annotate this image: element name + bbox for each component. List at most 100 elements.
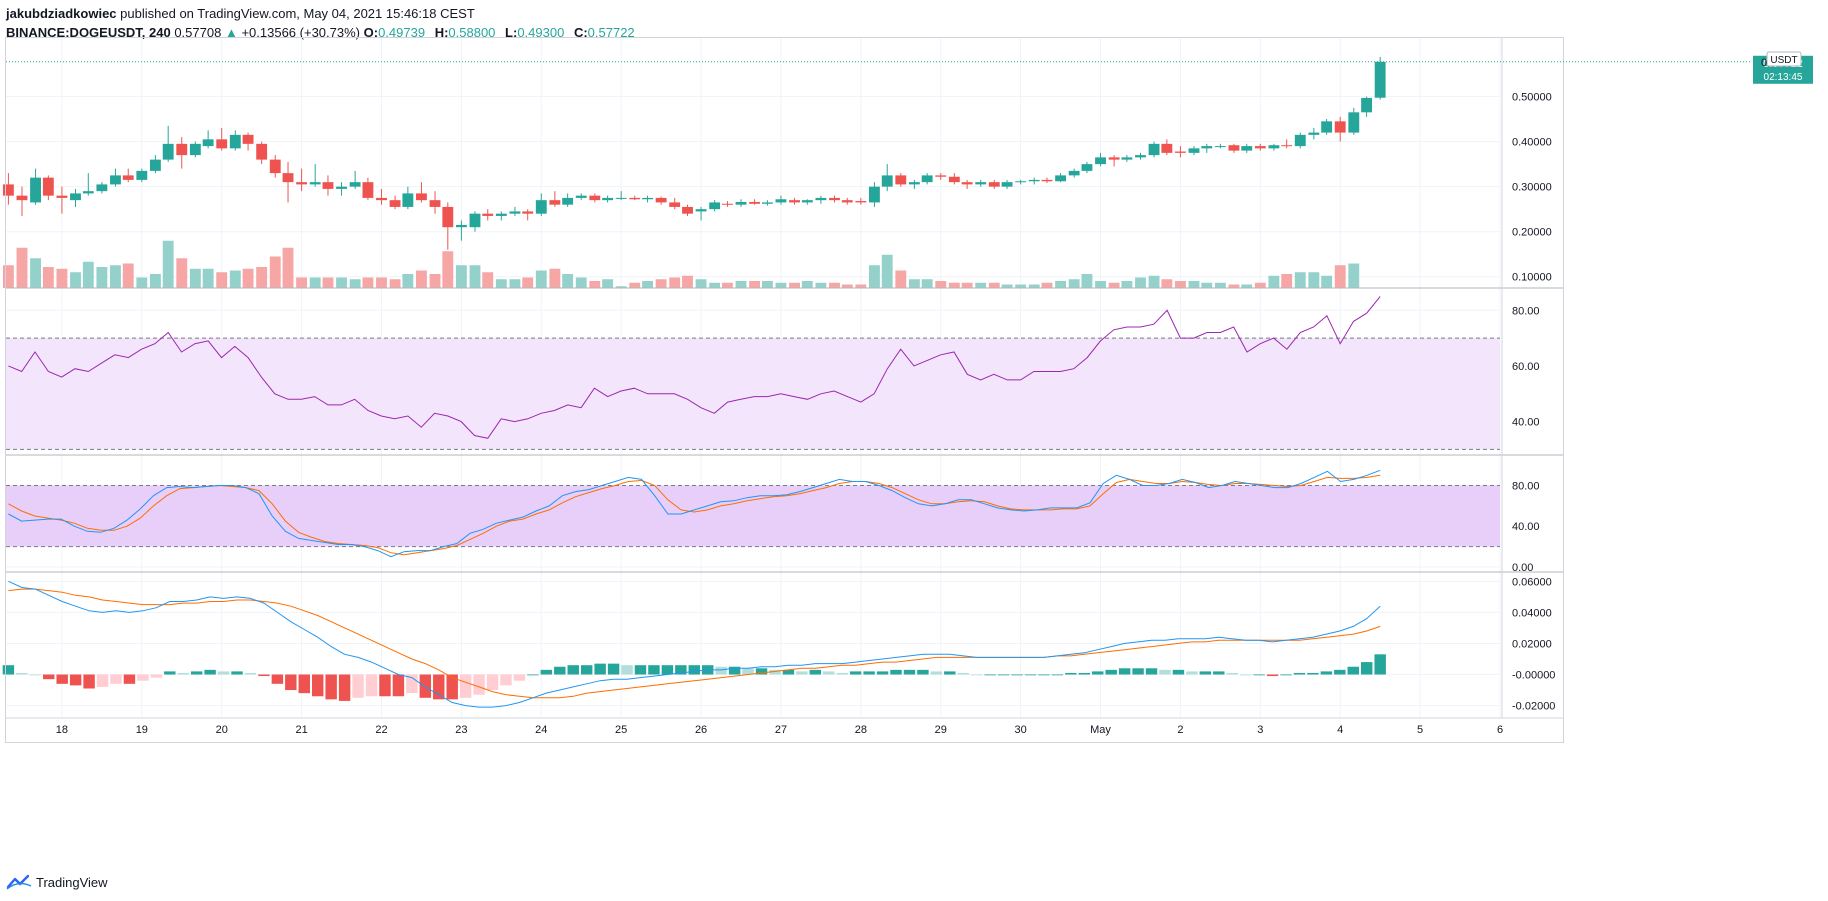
macd-histogram-bar [56, 674, 68, 684]
volume-bar [1108, 282, 1120, 288]
candle-body [1081, 164, 1093, 171]
macd-histogram-bar [96, 674, 109, 687]
y-tick-label: 0.02000 [1512, 638, 1552, 650]
macd-histogram-bar [1307, 672, 1319, 675]
candle-body [988, 182, 1000, 187]
candle-body [682, 206, 693, 214]
macd-histogram-bar [406, 674, 418, 694]
macd-histogram-bar [433, 674, 445, 700]
macd-histogram-bar [123, 674, 136, 684]
volume-bars [2, 240, 1360, 288]
author-name[interactable]: jakubdziadkowiec [6, 6, 117, 21]
candle-body [629, 197, 641, 200]
macd-histogram-bar [984, 674, 996, 676]
candle-body [522, 211, 534, 214]
macd-histogram-bar [69, 674, 82, 686]
macd-histogram-bar [796, 671, 808, 675]
macd-histogram-bar [285, 674, 297, 691]
price-axis-top-label: 0 [1761, 57, 1767, 69]
volume-bar [709, 282, 721, 288]
macd-pane[interactable] [2, 580, 1386, 708]
candle-body [469, 213, 481, 228]
candle-body [1201, 146, 1213, 149]
macd-histogram-bar [392, 674, 405, 697]
volume-bar [336, 277, 347, 288]
macd-histogram-bar [944, 671, 956, 675]
macd-histogram-bar [1078, 672, 1091, 675]
volume-bar [801, 281, 813, 288]
candle-body [362, 182, 374, 198]
volume-bar [935, 281, 947, 288]
candle-body [322, 182, 334, 189]
volume-bar [642, 281, 653, 288]
volume-bar [1148, 275, 1160, 288]
y-tick-label: 40.00 [1512, 417, 1540, 429]
volume-bar [1348, 263, 1360, 288]
candle-body [110, 175, 121, 185]
ohlc-close-key: C: [573, 25, 588, 40]
candle-body [1001, 182, 1013, 187]
symbol-label[interactable]: BINANCE:DOGEUSDT, 240 [6, 25, 171, 40]
macd-histogram-bar [1145, 668, 1158, 675]
volume-bar [56, 268, 68, 288]
volume-bar [722, 282, 733, 288]
candle-body [56, 195, 68, 198]
macd-histogram-bar [863, 671, 875, 675]
macd-histogram-bar [1226, 672, 1238, 675]
price-change: +0.13566 (+30.73%) [241, 25, 360, 40]
volume-bar [1201, 282, 1213, 288]
volume-bar [1334, 265, 1346, 288]
candle-body [1108, 157, 1120, 160]
macd-histogram-bar [1293, 672, 1306, 675]
macd-histogram-bar [688, 665, 700, 675]
volume-bar [242, 268, 254, 288]
y-tick-label: 0.50000 [1512, 92, 1552, 104]
macd-histogram-bar [459, 674, 472, 698]
candle-body [895, 175, 907, 185]
rsi-pane[interactable] [8, 296, 1381, 439]
macd-histogram-bar [1186, 671, 1198, 675]
volume-bar [549, 268, 561, 288]
macd-histogram-bar [446, 674, 458, 700]
volume-bar [322, 277, 334, 288]
macd-histogram-bar [16, 672, 28, 675]
candle-body [841, 200, 853, 203]
macd-histogram-bar [1118, 668, 1131, 675]
volume-bar [961, 282, 973, 288]
volume-bar [70, 272, 81, 288]
candle-body [829, 197, 840, 201]
ohlc-low-key: L: [505, 25, 518, 40]
volume-bar [1121, 281, 1133, 288]
volume-bar [535, 270, 547, 288]
candle-body [669, 202, 681, 207]
macd-histogram-bar [338, 674, 351, 701]
candlesticks[interactable] [2, 56, 1386, 250]
macd-histogram-bar [890, 669, 902, 675]
macd-histogram-bar [1038, 674, 1050, 676]
candle-body [1361, 97, 1373, 113]
macd-histogram-bar [1347, 666, 1359, 675]
candle-body [575, 195, 587, 198]
volume-bar [669, 277, 681, 288]
candle-body [16, 195, 28, 201]
candle-body [149, 159, 161, 171]
candle-body [1121, 157, 1133, 160]
stoch-rsi-pane[interactable] [8, 469, 1381, 558]
y-tick-label: 0.06000 [1512, 576, 1552, 588]
candle-body [975, 182, 987, 185]
x-tick-label: 20 [216, 724, 228, 736]
candle-body [775, 199, 787, 203]
candle-body [296, 182, 308, 185]
macd-histogram-bar [177, 672, 189, 675]
volume-bar [1228, 284, 1240, 288]
volume-bar [522, 277, 534, 288]
currency-badge[interactable]: USDT [1766, 51, 1802, 67]
macd-histogram-bar [298, 674, 310, 694]
macd-histogram-bar [782, 669, 795, 675]
macd-histogram-bar [1065, 672, 1077, 675]
candle-body [1281, 145, 1293, 147]
tradingview-branding[interactable]: TradingView [6, 874, 108, 890]
volume-bar [1241, 284, 1253, 288]
volume-bar [1135, 277, 1146, 288]
